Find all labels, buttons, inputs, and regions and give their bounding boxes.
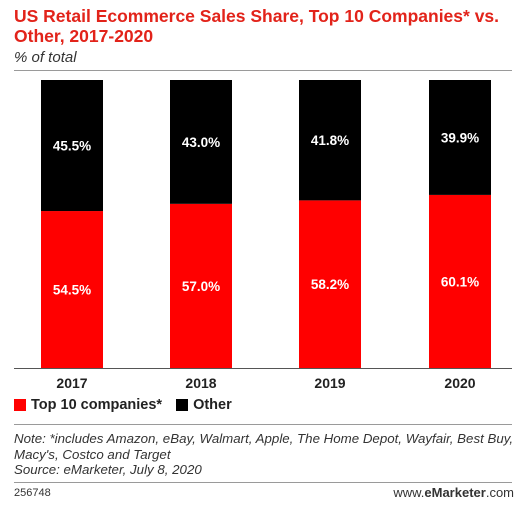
top-divider — [14, 70, 512, 71]
x-tick-label-2019: 2019 — [314, 375, 345, 391]
legend-item-top10: Top 10 companies* — [14, 397, 162, 413]
bar-other-2017 — [41, 80, 103, 212]
x-tick-label-2018: 2018 — [185, 375, 216, 391]
data-label-other-2017: 45.5% — [53, 139, 91, 154]
bar-top10-2018 — [170, 203, 232, 368]
chart-note: Note: *includes Amazon, eBay, Walmart, A… — [14, 431, 514, 478]
data-label-top10-2019: 58.2% — [311, 277, 349, 292]
bar-top10-2019 — [299, 200, 361, 368]
data-label-top10-2020: 60.1% — [441, 274, 479, 289]
legend-label-top10: Top 10 companies* — [31, 397, 163, 413]
data-label-top10-2018: 57.0% — [182, 279, 220, 294]
x-tick-label-2017: 2017 — [56, 375, 87, 391]
legend-swatch-other — [176, 399, 189, 411]
bar-other-2019 — [299, 80, 361, 201]
data-label-other-2018: 43.0% — [182, 135, 220, 150]
stacked-bar-plot: 54.5% 45.5% 2017 57.0% 43.0% 2018 58.2% 41.8% 20… — [14, 80, 512, 391]
footer-divider — [14, 482, 512, 483]
bottom-divider — [14, 424, 512, 425]
brand-prefix: www. — [393, 485, 425, 500]
x-tick-label-2020: 2020 — [444, 375, 475, 391]
bar-other-2018 — [170, 80, 232, 204]
legend-swatch-top10 — [14, 399, 26, 411]
bar-other-2020 — [429, 80, 491, 195]
bar-top10-2017 — [41, 211, 103, 368]
data-label-other-2020: 39.9% — [441, 130, 479, 145]
data-label-other-2019: 41.8% — [311, 133, 349, 148]
note-text: Note: *includes Amazon, eBay, Walmart, A… — [14, 431, 514, 462]
brand-link[interactable]: www.eMarketer.com — [393, 485, 514, 500]
legend-item-other: Other — [176, 397, 232, 413]
legend-label-other: Other — [193, 397, 232, 413]
chart-subtitle: % of total — [14, 49, 77, 66]
source-text: Source: eMarketer, July 8, 2020 — [14, 462, 202, 477]
brand-name: eMarketer — [424, 485, 486, 500]
brand-suffix: .com — [485, 485, 514, 500]
chart-id: 256748 — [14, 487, 51, 499]
bar-top10-2020 — [429, 194, 491, 368]
chart-legend: Top 10 companies* Other — [14, 397, 246, 413]
data-label-top10-2017: 54.5% — [53, 283, 91, 298]
chart-title: US Retail Ecommerce Sales Share, Top 10 … — [14, 6, 500, 46]
